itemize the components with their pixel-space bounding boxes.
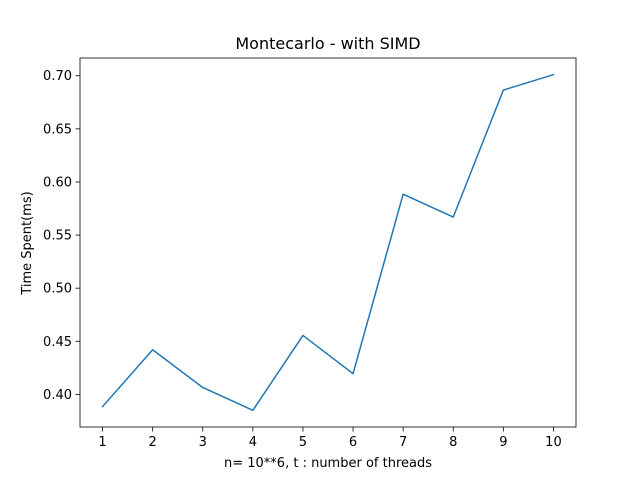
y-tick-label: 0.50 [43,282,72,297]
y-tick-label: 0.40 [43,388,72,403]
x-tick-label: 7 [399,435,407,450]
x-tick-label: 3 [199,435,207,450]
x-tick-label: 4 [249,435,257,450]
plot-area: 1 2 3 4 5 6 7 8 9 10 0.40 0.45 0.50 0.55 0.60 0.65 0.70 [43,57,577,450]
y-tick-label: 0.55 [43,229,72,244]
x-tick-label: 5 [299,435,307,450]
x-tick-label: 10 [545,435,562,450]
x-tick-label: 8 [449,435,457,450]
y-tick-label: 0.70 [43,69,72,84]
y-tick-label: 0.65 [43,122,72,137]
x-tick-label: 9 [499,435,507,450]
y-tick-label: 0.45 [43,335,72,350]
x-tick-label: 2 [149,435,157,450]
y-tick-label: 0.60 [43,175,72,190]
x-tick-label: 1 [98,435,106,450]
axes-frame [79,57,577,428]
series-line-1 [101,73,555,412]
x-tick-label: 6 [349,435,357,450]
chart-title: Montecarlo - with SIMD [235,34,420,53]
y-axis-label: Time Spent(ms) [20,191,35,295]
x-axis-label: n= 10**6, t : number of threads [224,456,432,471]
